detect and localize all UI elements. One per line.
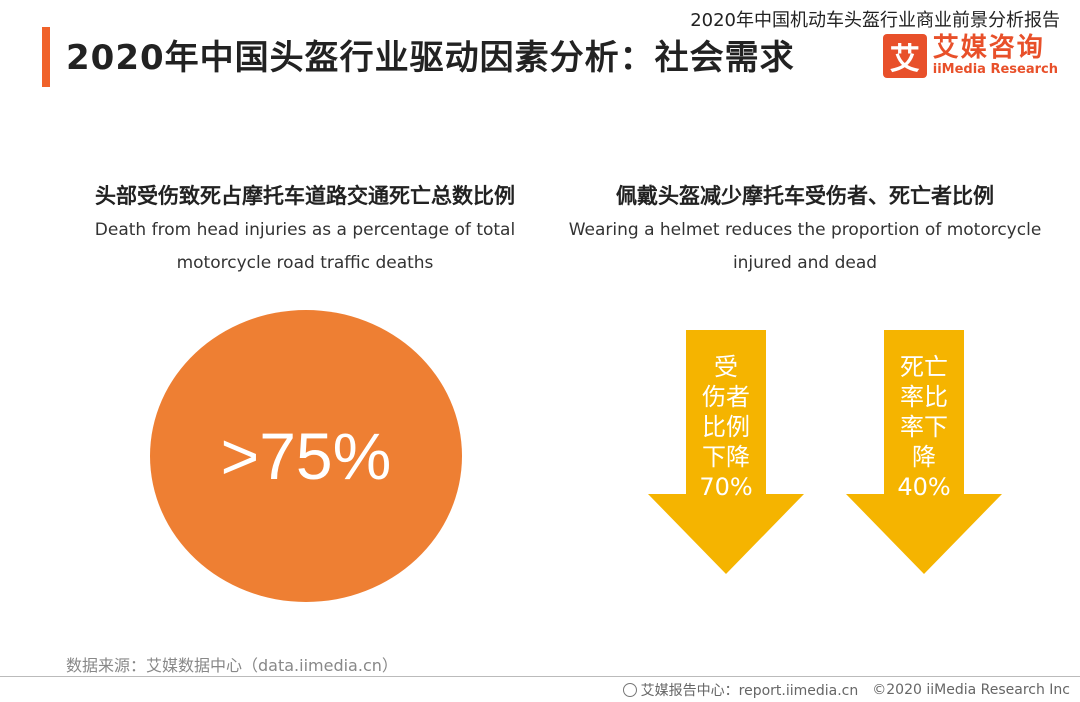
arrow-label-line: 受 xyxy=(714,353,738,381)
report-center-link[interactable]: 艾媒报告中心：report.iimedia.cn xyxy=(640,683,859,699)
arrow-label-line: 降 xyxy=(912,443,936,471)
logo-name-en: iiMedia Research xyxy=(932,62,1058,77)
copyright: ©2020 iiMedia Research Inc xyxy=(872,682,1070,698)
arrow-label-line: 死亡 xyxy=(900,353,948,381)
down-arrow-icon xyxy=(648,330,804,574)
left-panel-subtitle: Death from head injuries as a percentage… xyxy=(80,214,530,280)
footer: 艾媒报告中心：report.iimedia.cn ©2020 iiMedia R… xyxy=(622,680,1070,700)
left-panel-title: 头部受伤致死占摩托车道路交通死亡总数比例 xyxy=(95,184,515,208)
death-arrow-label: 死亡 率比 率下 降 40% xyxy=(846,352,1002,502)
arrow-label-line: 下降 xyxy=(702,443,750,471)
arrow-label-line: 率下 xyxy=(900,413,948,441)
page-title: 2020年中国头盔行业驱动因素分析：社会需求 xyxy=(66,38,795,78)
down-arrow-icon xyxy=(846,330,1002,574)
head-injury-value: >75% xyxy=(220,419,392,493)
iimedia-logo: 艾 艾媒咨询 iiMedia Research xyxy=(882,32,1058,80)
arrow-label-line: 比例 xyxy=(702,413,750,441)
injured-arrow-label: 受 伤者 比例 下降 70% xyxy=(648,352,804,502)
logo-badge-icon: 艾 xyxy=(882,34,927,78)
title-accent-bar xyxy=(42,27,50,87)
right-subtitle-line-2: injured and dead xyxy=(732,253,878,273)
left-subtitle-line-2: motorcycle road traffic deaths xyxy=(176,253,434,273)
logo-name-cn: 艾媒咨询 xyxy=(932,33,1045,63)
footer-divider xyxy=(0,676,1080,677)
globe-icon xyxy=(622,683,637,697)
head-injury-circle: >75% xyxy=(150,310,462,602)
left-subtitle-line-1: Death from head injuries as a percentage… xyxy=(94,220,516,240)
right-panel-title: 佩戴头盔减少摩托车受伤者、死亡者比例 xyxy=(616,184,994,208)
right-panel-subtitle: Wearing a helmet reduces the proportion … xyxy=(565,214,1045,280)
data-source: 数据来源：艾媒数据中心（data.iimedia.cn） xyxy=(66,656,398,675)
injured-down-arrow: 受 伤者 比例 下降 70% xyxy=(648,330,804,574)
arrow-label-line: 率比 xyxy=(900,383,948,411)
report-title: 2020年中国机动车头盔行业商业前景分析报告 xyxy=(690,10,1060,31)
right-subtitle-line-1: Wearing a helmet reduces the proportion … xyxy=(568,220,1042,240)
death-down-arrow: 死亡 率比 率下 降 40% xyxy=(846,330,1002,574)
arrow-value: 70% xyxy=(699,473,753,501)
arrow-label-line: 伤者 xyxy=(702,383,750,411)
down-arrow-shape xyxy=(846,330,1002,574)
down-arrow-shape xyxy=(648,330,804,574)
arrow-value: 40% xyxy=(897,473,951,501)
